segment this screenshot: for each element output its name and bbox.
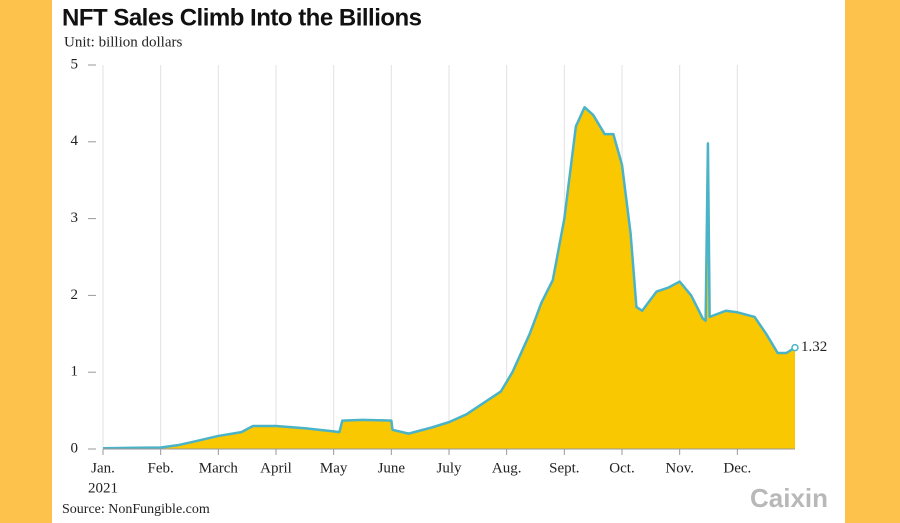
logo: Caixin (750, 483, 828, 513)
y-tick-label: 3 (71, 210, 79, 226)
chart-subtitle: Unit: billion dollars (64, 34, 182, 50)
y-tick-label: 1 (71, 364, 79, 380)
x-tick-label: Jan. (91, 460, 115, 476)
x-tick-label: June (378, 460, 406, 476)
x-tick-label: Aug. (492, 460, 522, 476)
end-point (791, 343, 799, 352)
x-tick-label: Sept. (549, 460, 579, 476)
x-tick-label: March (199, 460, 239, 476)
y-tick-label: 2 (71, 287, 79, 303)
line (102, 105, 796, 450)
x-tick-label: April (260, 460, 292, 476)
y-tick-label: 5 (71, 56, 79, 72)
x-tick-label: Nov. (665, 460, 694, 476)
x-tick-label: Feb. (148, 460, 174, 476)
source: Source: NonFungible.com (62, 502, 210, 517)
x-tick-label: May (320, 460, 348, 476)
x-tick-label: Oct. (609, 460, 634, 476)
x-year-label: 2021 (88, 480, 118, 496)
y-tick-label: 0 (71, 440, 79, 456)
chart-title: NFT Sales Climb Into the Billions (62, 4, 422, 31)
x-tick-label: July (436, 460, 462, 476)
x-tick-label: Dec. (723, 460, 751, 476)
data-label: 1.32 (801, 339, 827, 355)
area (103, 107, 795, 450)
y-tick-label: 4 (71, 133, 79, 149)
